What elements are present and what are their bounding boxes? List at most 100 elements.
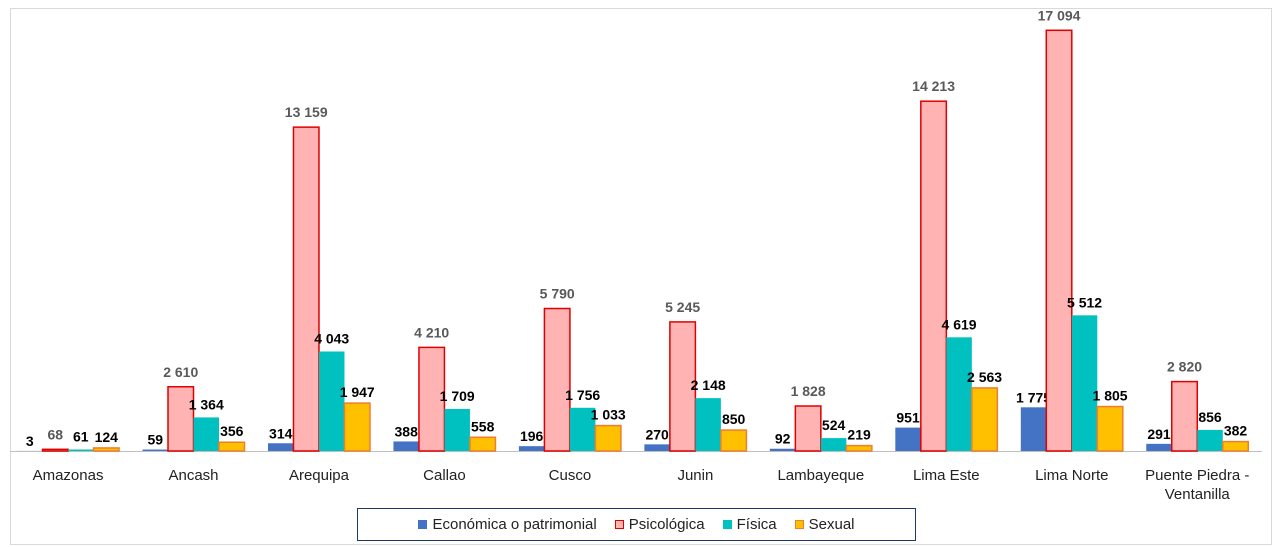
legend-swatch xyxy=(614,520,624,529)
bar xyxy=(1171,380,1199,452)
legend-label: Física xyxy=(736,516,777,533)
legend-label: Económica o patrimonial xyxy=(432,516,597,533)
bar xyxy=(543,307,571,452)
data-label: 1 828 xyxy=(791,383,826,399)
bar xyxy=(92,447,120,452)
bar xyxy=(68,449,94,451)
data-label: 951 xyxy=(896,410,920,426)
bar xyxy=(193,417,220,451)
data-label: 382 xyxy=(1224,423,1248,439)
bar xyxy=(343,402,371,452)
bar xyxy=(469,436,497,452)
data-label: 314 xyxy=(269,425,293,441)
chart-border xyxy=(10,8,1272,545)
x-tick-label: Lambayeque xyxy=(777,467,865,484)
data-label: 59 xyxy=(147,432,163,448)
data-label: 196 xyxy=(520,428,544,444)
bar xyxy=(669,321,697,452)
bar xyxy=(218,441,246,452)
data-label: 4 210 xyxy=(414,324,449,340)
data-label: 270 xyxy=(645,426,669,442)
data-label: 388 xyxy=(395,423,419,439)
data-label: 2 148 xyxy=(691,377,726,393)
x-tick-label: Puente Piedra - Ventanilla xyxy=(1145,467,1250,503)
data-label: 92 xyxy=(775,431,791,447)
data-label: 5 512 xyxy=(1067,294,1102,310)
bar xyxy=(1020,407,1047,451)
data-label: 850 xyxy=(722,411,746,427)
x-tick-label: Ancash xyxy=(168,467,219,484)
bar xyxy=(971,387,999,452)
legend-item: Sexual xyxy=(794,516,855,533)
bar xyxy=(1071,315,1098,451)
bar xyxy=(142,449,169,451)
bar xyxy=(695,398,721,451)
bar xyxy=(518,446,545,451)
data-label: 14 213 xyxy=(912,78,955,94)
legend: Económica o patrimonial Psicológica Física… xyxy=(357,508,916,541)
bar xyxy=(820,438,847,451)
bar xyxy=(1197,429,1223,451)
data-label: 13 159 xyxy=(285,104,328,120)
bar xyxy=(418,346,446,452)
data-label: 1 805 xyxy=(1093,388,1128,404)
bar xyxy=(569,407,596,451)
bar xyxy=(644,444,670,451)
legend-label: Sexual xyxy=(808,516,855,533)
data-label: 1 775 xyxy=(1016,389,1051,405)
x-tick-label: Lima Este xyxy=(912,467,980,484)
legend-swatch xyxy=(794,520,804,529)
bar xyxy=(1222,440,1250,452)
data-label: 1 947 xyxy=(340,384,375,400)
data-label: 2 610 xyxy=(163,364,198,380)
data-label: 356 xyxy=(220,423,244,439)
bar xyxy=(41,448,69,452)
bar xyxy=(895,427,921,451)
data-label: 17 094 xyxy=(1038,7,1081,23)
data-label: 5 245 xyxy=(665,299,700,315)
bar xyxy=(794,405,822,452)
data-label: 61 xyxy=(73,428,89,444)
data-label: 68 xyxy=(47,426,63,442)
data-label: 2 820 xyxy=(1167,359,1202,375)
data-label: 291 xyxy=(1147,426,1171,442)
data-label: 4 619 xyxy=(942,316,977,332)
x-tick-label: Callao xyxy=(423,467,466,484)
data-label: 3 xyxy=(26,433,34,449)
legend-item: Psicológica xyxy=(614,516,705,533)
bar xyxy=(920,100,948,452)
x-tick-label: Junin xyxy=(677,467,714,484)
data-label: 4 043 xyxy=(314,330,349,346)
bar xyxy=(292,126,320,452)
bar xyxy=(444,408,470,451)
data-label: 856 xyxy=(1198,409,1222,425)
data-label: 1 033 xyxy=(591,407,626,423)
bar xyxy=(1045,29,1073,452)
data-label: 2 563 xyxy=(967,369,1002,385)
data-label: 524 xyxy=(822,417,846,433)
bar xyxy=(594,424,622,452)
data-label: 219 xyxy=(847,427,871,443)
bar xyxy=(318,351,345,451)
x-tick-label: Arequipa xyxy=(288,467,349,484)
legend-swatch xyxy=(722,520,732,529)
data-label: 5 790 xyxy=(540,286,575,302)
bar xyxy=(720,429,748,452)
bar xyxy=(845,444,873,452)
data-label: 1 756 xyxy=(565,387,600,403)
data-label: 558 xyxy=(471,418,495,434)
data-label: 1 709 xyxy=(440,388,475,404)
bar xyxy=(1096,405,1124,452)
legend-item: Económica o patrimonial xyxy=(418,516,597,533)
legend-swatch xyxy=(418,520,428,529)
bar xyxy=(769,448,796,451)
data-label: 124 xyxy=(95,429,119,445)
legend-label: Psicológica xyxy=(628,516,705,533)
x-tick-label: Cusco xyxy=(548,467,592,484)
bar xyxy=(946,337,972,451)
bar xyxy=(267,443,294,451)
bar xyxy=(1146,443,1172,451)
bar xyxy=(393,441,419,451)
